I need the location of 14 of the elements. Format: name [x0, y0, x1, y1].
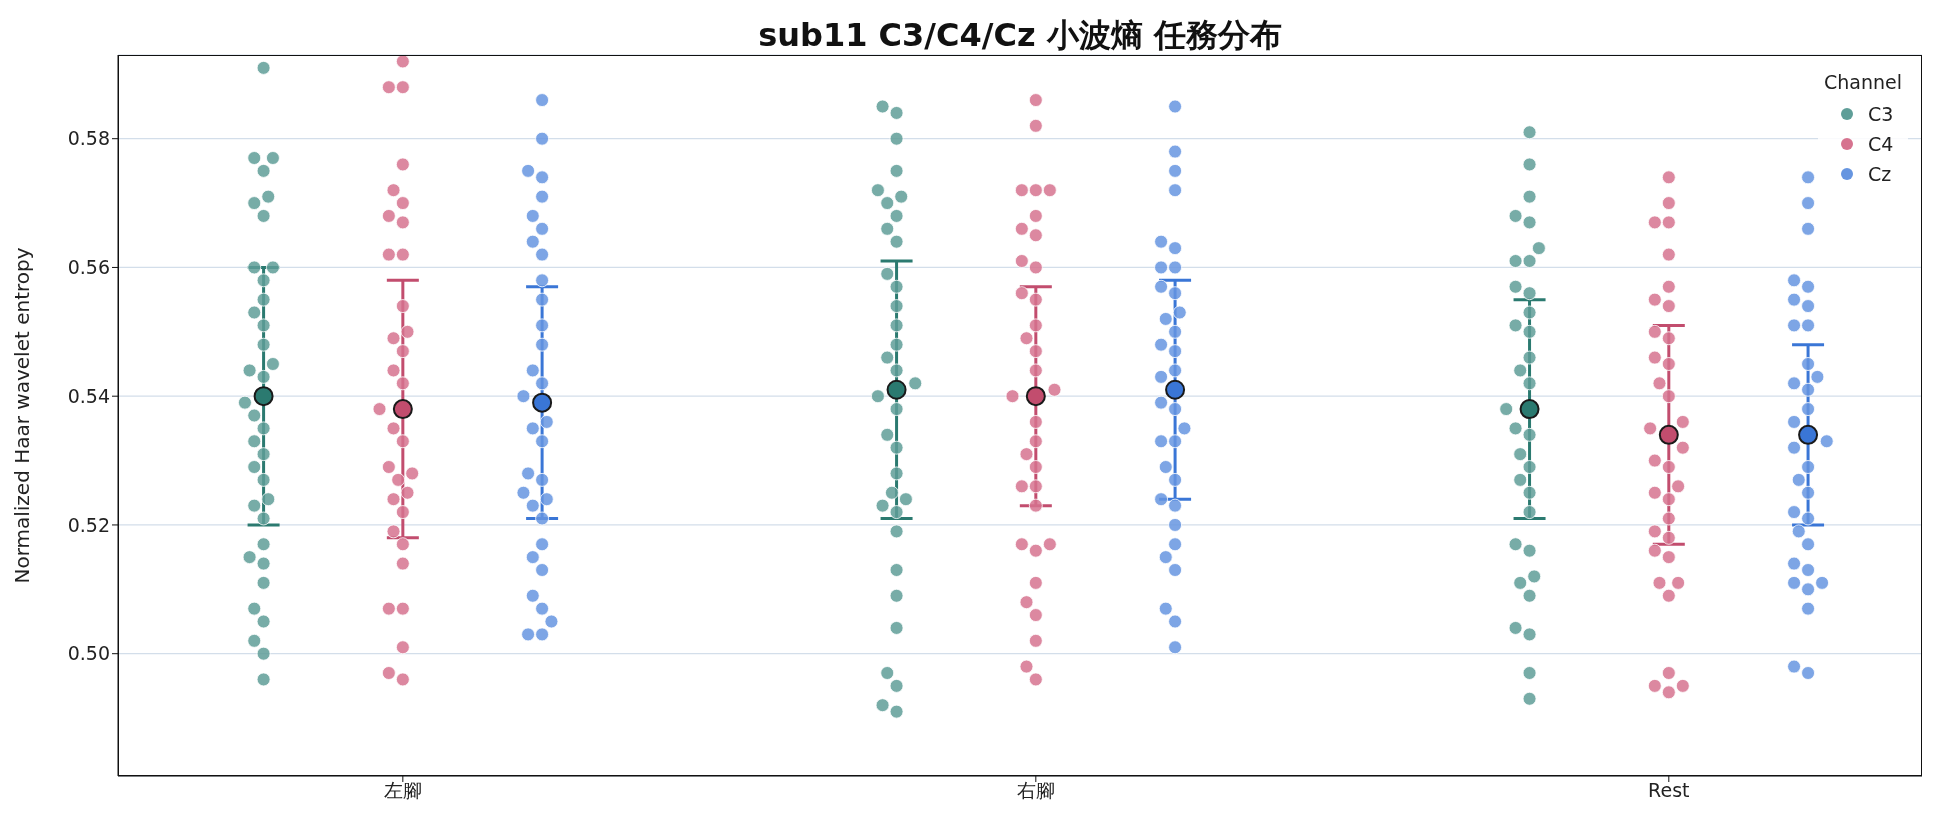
- y-tick-label: 0.54: [67, 384, 110, 407]
- y-tick-label: 0.52: [67, 513, 110, 536]
- legend-label: C3: [1868, 103, 1895, 125]
- y-axis-title: Normalized Haar wavelet entropy: [10, 247, 35, 584]
- chart-title: sub11 C3/C4/Cz 小波熵 任務分布: [757, 15, 1283, 56]
- y-tick-label: 0.56: [67, 256, 110, 279]
- x-tick-label: 右腳: [1016, 779, 1055, 802]
- legend-label: Cz: [1868, 163, 1893, 185]
- y-tick-label: 0.58: [67, 127, 110, 150]
- legend-label: C4: [1868, 133, 1895, 155]
- legend-title: Channel: [1823, 71, 1902, 93]
- x-tick-label: 左腳: [383, 779, 422, 802]
- x-tick-label: Rest: [1648, 779, 1690, 802]
- y-tick-label: 0.50: [67, 642, 110, 665]
